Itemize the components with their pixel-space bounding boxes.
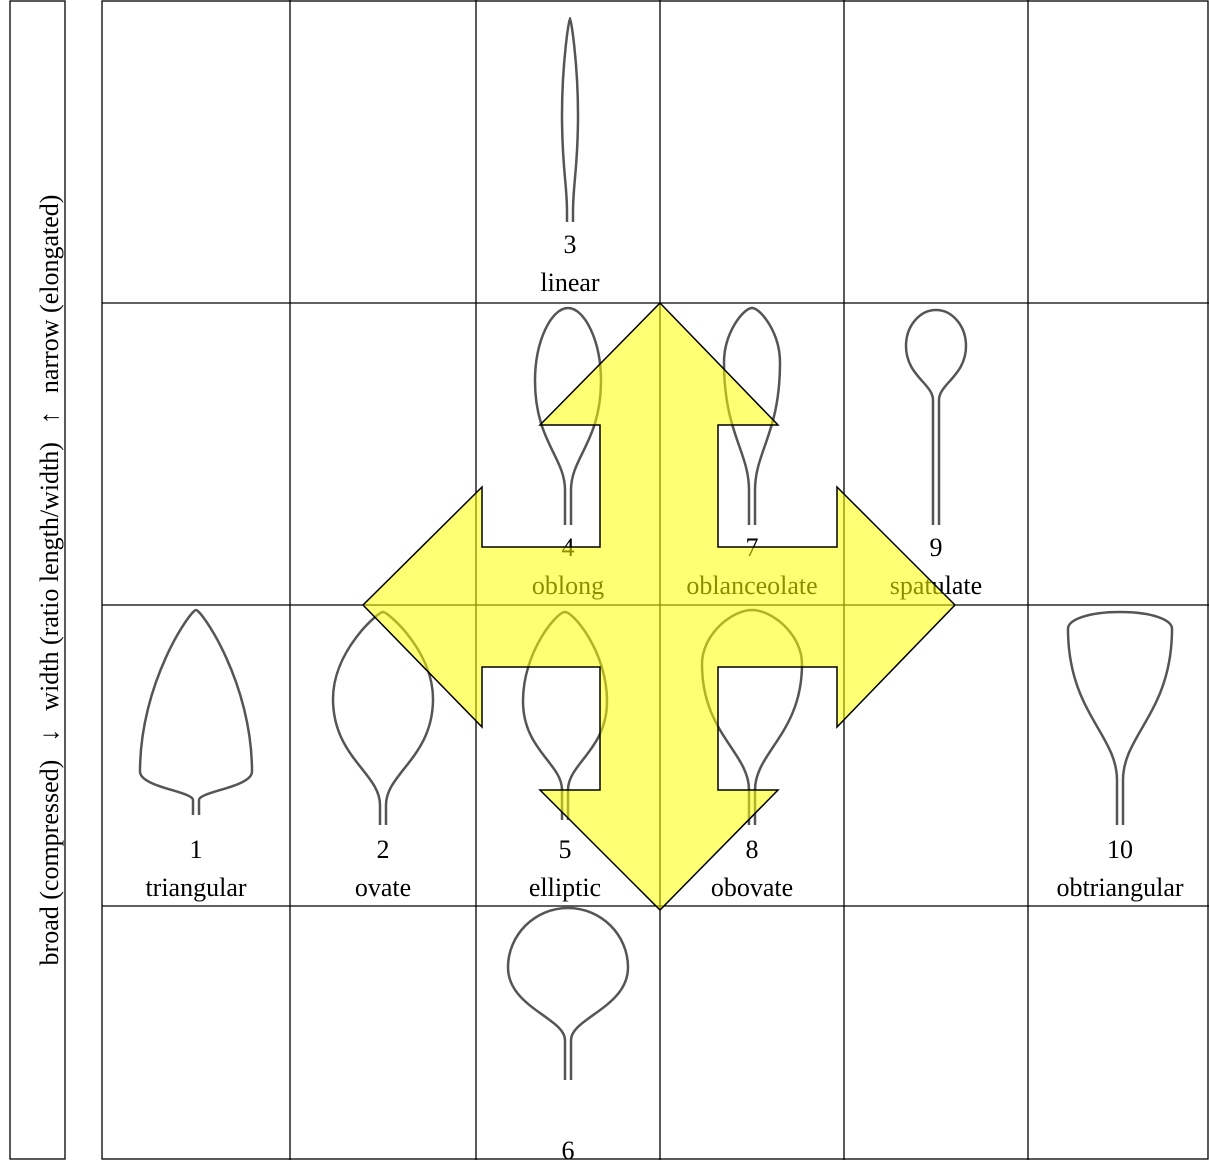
axis-middle: width (ratio length/width) bbox=[35, 442, 64, 711]
axis-high: narrow (elongated) bbox=[35, 195, 64, 394]
leaf-shape bbox=[562, 18, 578, 222]
leaf-shape bbox=[906, 310, 966, 525]
leaf-number: 5 bbox=[559, 835, 572, 864]
leaf-shape bbox=[140, 610, 252, 815]
leaf-shape bbox=[508, 908, 628, 1080]
leaf-number: 10 bbox=[1107, 835, 1133, 864]
leaf-shape bbox=[1068, 612, 1172, 825]
leaf-number: 1 bbox=[190, 835, 203, 864]
leaf-number: 2 bbox=[377, 835, 390, 864]
leaf-name: ovate bbox=[355, 873, 411, 902]
leaf-number: 6 bbox=[562, 1136, 575, 1162]
axis-label: broad (compressed) ↓ width (ratio length/w… bbox=[35, 195, 64, 966]
leaf-number: 3 bbox=[564, 230, 577, 259]
leaf-name: obtriangular bbox=[1056, 873, 1183, 902]
leaf-shape-diagram: broad (compressed) ↓ width (ratio length/w… bbox=[0, 0, 1209, 1162]
axis-arrow: ↓ bbox=[35, 729, 64, 742]
leaf-name: elliptic bbox=[529, 873, 601, 902]
four-way-arrow bbox=[363, 303, 955, 910]
leaf-name: triangular bbox=[145, 873, 246, 902]
leaf-name: obovate bbox=[711, 873, 793, 902]
axis-arrow: ↑ bbox=[35, 411, 64, 424]
leaf-name: linear bbox=[540, 268, 600, 297]
leaf-number: 8 bbox=[746, 835, 759, 864]
axis-low: broad (compressed) bbox=[35, 760, 64, 966]
leaf-number: 9 bbox=[930, 533, 943, 562]
